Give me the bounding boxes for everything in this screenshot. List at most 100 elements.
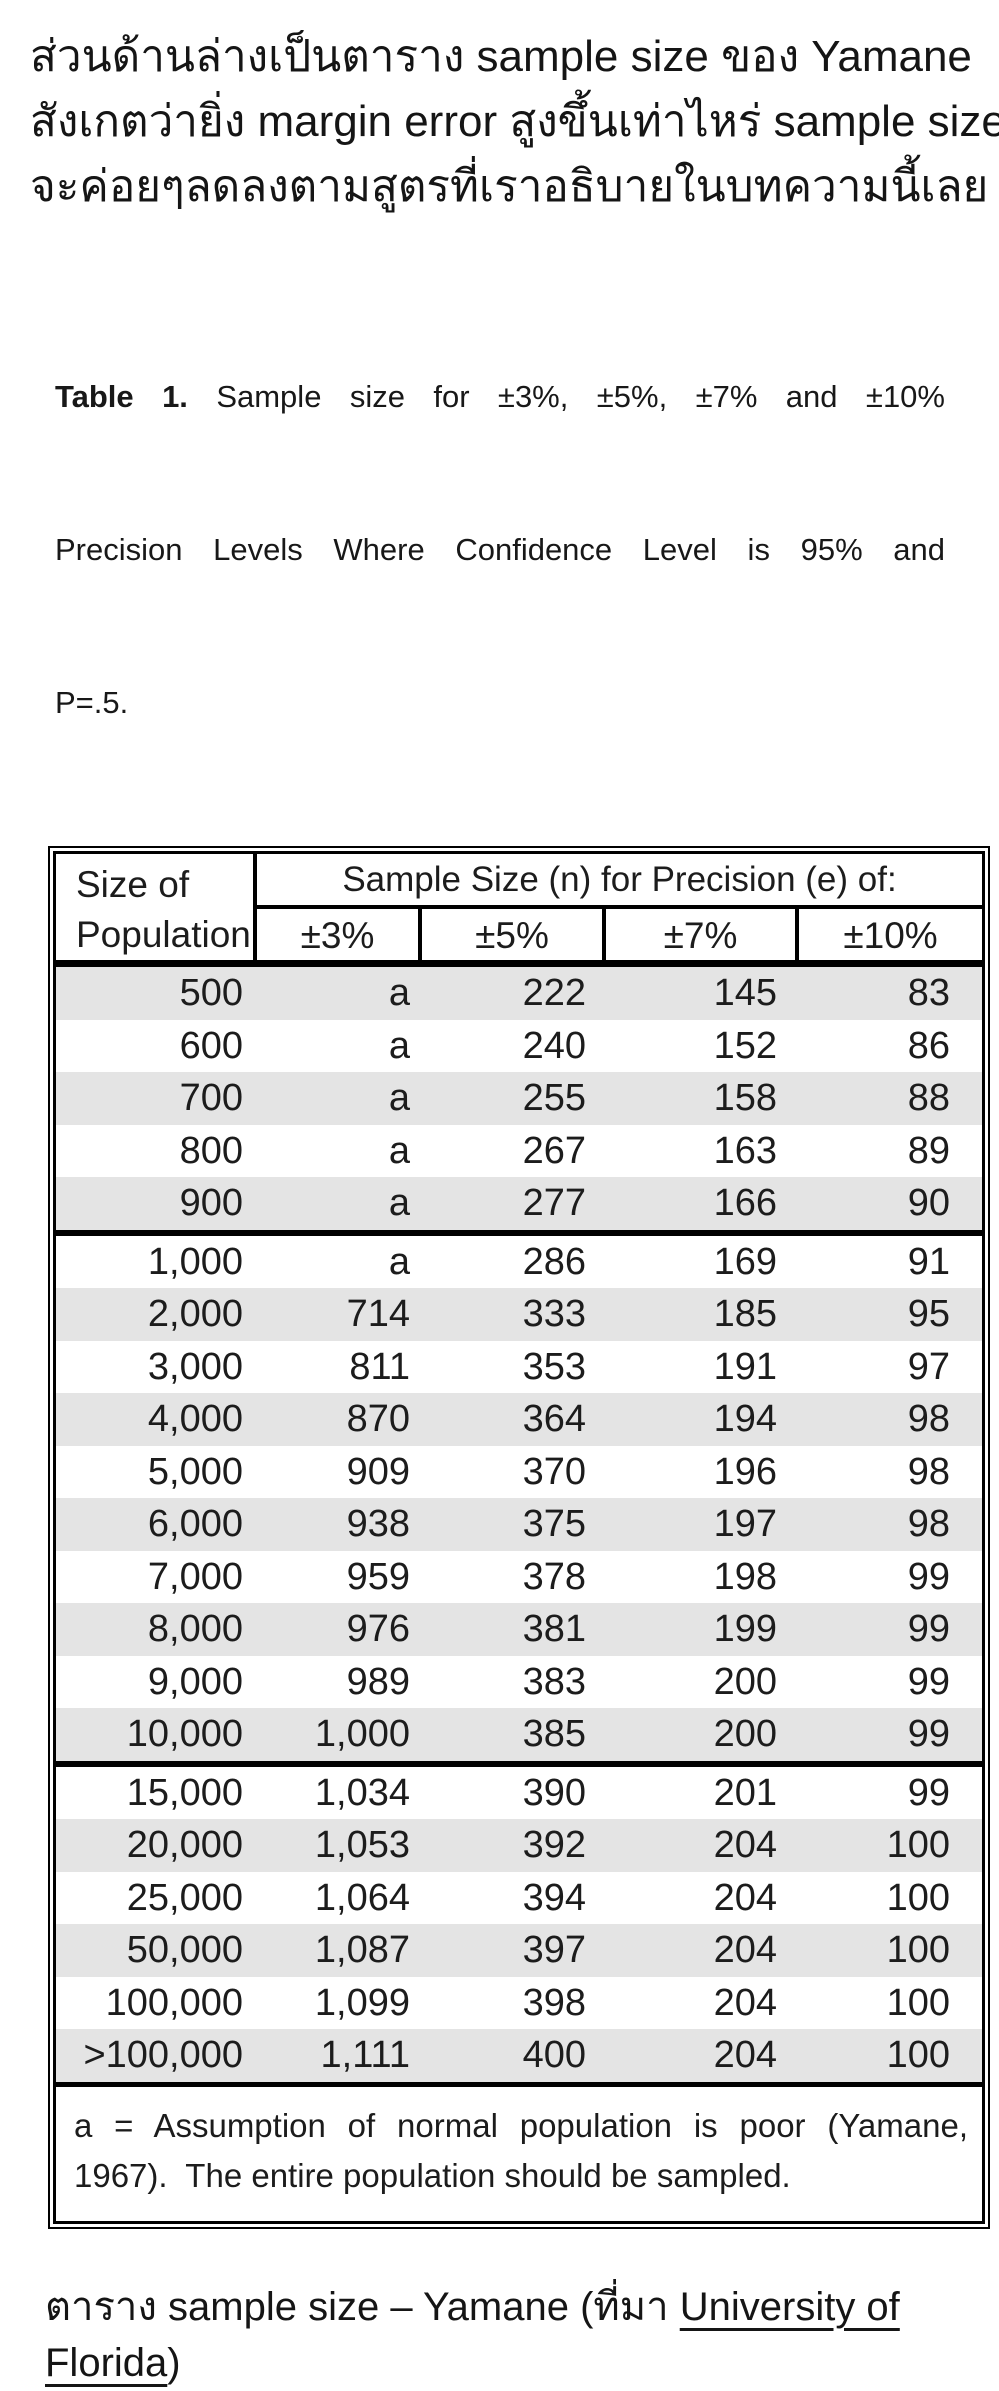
- population-cell: 900: [179, 1182, 243, 1224]
- footnote-line1: a = Assumption of normal population is p…: [74, 2106, 968, 2144]
- sample-size-cell: 1,064: [314, 1876, 410, 1919]
- sample-size-cell: 267: [522, 1129, 586, 1172]
- sample-size-cell: 99: [907, 1660, 950, 1703]
- sample-size-cell: 194: [713, 1398, 777, 1440]
- sample-size-cell: 1,034: [314, 1771, 410, 1814]
- table-row: 2,000 714 333 185 95: [56, 1288, 982, 1341]
- sample-size-cell: 200: [713, 1660, 777, 1703]
- sample-size-cell: 204: [713, 1876, 777, 1919]
- table-row: 8,000 976 381 199 99: [56, 1603, 982, 1656]
- sample-size-cell: 99: [907, 1608, 950, 1650]
- population-cell: 6,000: [147, 1503, 243, 1545]
- sample-size-cell: 86: [907, 1024, 950, 1067]
- sample-size-cell: 1,053: [314, 1824, 410, 1866]
- table-row: 25,000 1,064 394 204 100: [56, 1871, 982, 1924]
- table-title-line1: Table 1. Sample size for ±3%, ±5%, ±7% a…: [55, 371, 945, 422]
- sample-size-cell: 145: [713, 972, 777, 1014]
- table-row: 1,000 a 286 169 91: [56, 1235, 982, 1288]
- sample-size-cell: 201: [713, 1771, 777, 1814]
- sample-size-cell: 364: [522, 1398, 586, 1440]
- sample-size-cell: 158: [713, 1077, 777, 1119]
- table-row: 800 a 267 163 89: [56, 1124, 982, 1177]
- header-sample-size-span: Sample Size (n) for Precision (e) of:: [257, 854, 982, 909]
- sample-size-cell: 200: [713, 1713, 777, 1755]
- population-cell: 700: [179, 1077, 243, 1119]
- sample-size-cell: 353: [522, 1345, 586, 1388]
- sample-size-cell: 90: [907, 1182, 950, 1224]
- sample-size-cell: 398: [522, 1981, 586, 2024]
- sample-size-cell: 100: [886, 1876, 950, 1919]
- population-cell: 15,000: [126, 1771, 243, 1814]
- image-caption: ตาราง sample size – Yamane (ที่มา Univer…: [45, 2279, 979, 2391]
- sample-size-cell: 370: [522, 1450, 586, 1493]
- table-row: 50,000 1,087 397 204 100: [56, 1924, 982, 1977]
- table-row: 15,000 1,034 390 201 99: [56, 1766, 982, 1819]
- caption-text: ตาราง sample size – Yamane (ที่มา: [45, 2284, 680, 2329]
- population-cell: 7,000: [147, 1555, 243, 1598]
- caption-closing: ): [167, 2340, 181, 2385]
- sample-size-cell: 976: [346, 1608, 410, 1650]
- group-separator: [56, 1760, 982, 1767]
- header-precision-10pct: ±10%: [795, 909, 982, 960]
- sample-size-cell: 222: [522, 972, 586, 1014]
- sample-size-cell: 152: [713, 1024, 777, 1067]
- sample-size-cell: 199: [713, 1608, 777, 1650]
- header-size-of-population: Size of Population: [56, 854, 257, 960]
- sample-size-cell: a: [388, 1129, 410, 1172]
- sample-size-cell: 100: [886, 1824, 950, 1866]
- header-precision-5pct: ±5%: [418, 909, 602, 960]
- table-header: Size of Population Sample Size (n) for P…: [56, 854, 982, 960]
- header-size-of: Size of: [76, 864, 190, 905]
- sample-size-cell: 1,111: [320, 2034, 410, 2076]
- intro-paragraph: ส่วนด้านล่างเป็นตาราง sample size ของ Ya…: [0, 0, 999, 219]
- sample-size-cell: 98: [907, 1503, 950, 1545]
- sample-size-cell: 163: [713, 1129, 777, 1172]
- sample-size-cell: 375: [522, 1503, 586, 1545]
- population-cell: 800: [179, 1129, 243, 1172]
- table-number-label: Table 1.: [55, 379, 188, 414]
- table-row: 7,000 959 378 198 99: [56, 1550, 982, 1603]
- sample-size-cell: 169: [713, 1240, 777, 1283]
- sample-size-cell: 100: [886, 1929, 950, 1971]
- table-row: 700 a 255 158 88: [56, 1072, 982, 1125]
- sample-size-cell: 989: [346, 1660, 410, 1703]
- sample-size-cell: 1,087: [314, 1929, 410, 1971]
- sample-size-cell: 383: [522, 1660, 586, 1703]
- sample-size-cell: 204: [713, 1824, 777, 1866]
- sample-size-cell: 811: [349, 1345, 410, 1388]
- table-row: 5,000 909 370 196 98: [56, 1445, 982, 1498]
- population-cell: 500: [179, 972, 243, 1014]
- sample-size-cell: 381: [522, 1608, 586, 1650]
- sample-size-cell: 390: [522, 1771, 586, 1814]
- footnote-line2: 1967). The entire population should be s…: [74, 2156, 791, 2194]
- population-cell: 600: [179, 1024, 243, 1067]
- sample-size-cell: 378: [522, 1555, 586, 1598]
- table-title-line2: Precision Levels Where Confidence Level …: [55, 532, 945, 567]
- sample-size-cell: 198: [713, 1555, 777, 1598]
- population-cell: 50,000: [126, 1929, 243, 1971]
- population-cell: 100,000: [105, 1981, 243, 2024]
- sample-size-cell: 88: [907, 1077, 950, 1119]
- table-row: 4,000 870 364 194 98: [56, 1393, 982, 1446]
- sample-size-cell: 204: [713, 1981, 777, 2024]
- intro-line: ส่วนด้านล่างเป็นตาราง sample size ของ Ya…: [30, 32, 972, 81]
- population-cell: 9,000: [147, 1660, 243, 1703]
- sample-size-cell: a: [388, 1182, 410, 1224]
- sample-size-cell: 400: [522, 2034, 586, 2076]
- sample-size-cell: 1,000: [314, 1713, 410, 1755]
- table-title: Table 1. Sample size for ±3%, ±5%, ±7% a…: [55, 269, 945, 830]
- sample-size-table: Size of Population Sample Size (n) for P…: [48, 846, 990, 2229]
- header-precision-group: Sample Size (n) for Precision (e) of: ±3…: [257, 854, 982, 960]
- table-row: 100,000 1,099 398 204 100: [56, 1976, 982, 2029]
- group-separator: [56, 1229, 982, 1236]
- sample-size-cell: 392: [522, 1824, 586, 1866]
- sample-size-cell: 98: [907, 1450, 950, 1493]
- sample-size-cell: 191: [713, 1345, 777, 1388]
- sample-size-cell: 240: [522, 1024, 586, 1067]
- header-precision-columns: ±3% ±5% ±7% ±10%: [257, 909, 982, 960]
- sample-size-cell: 204: [713, 1929, 777, 1971]
- sample-size-cell: a: [388, 1077, 410, 1119]
- sample-size-cell: 95: [907, 1293, 950, 1335]
- table-row: >100,000 1,111 400 204 100: [56, 2029, 982, 2082]
